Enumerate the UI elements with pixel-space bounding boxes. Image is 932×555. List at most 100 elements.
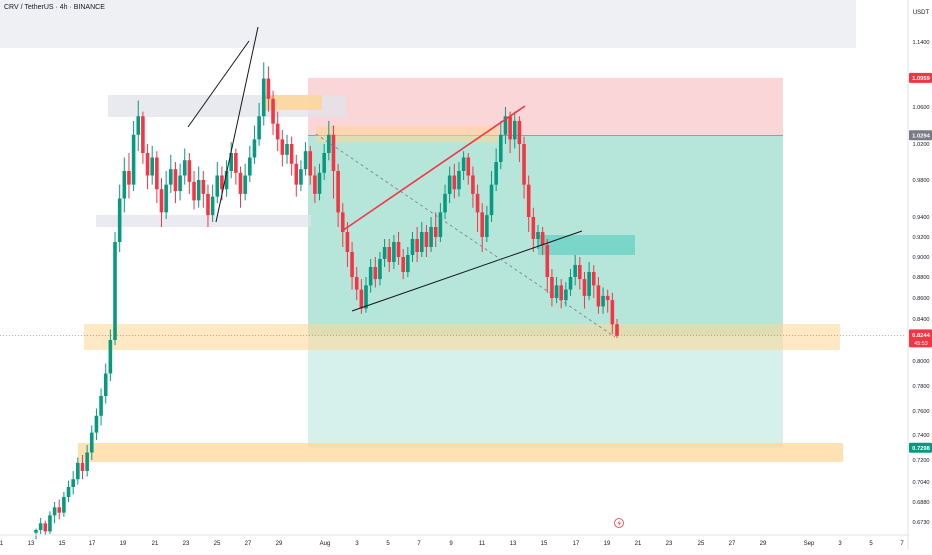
candle-body (336, 171, 340, 213)
candle-body (294, 163, 299, 185)
candle-body (359, 289, 364, 309)
candle-body (164, 184, 168, 213)
price-tick: 0.6730 (912, 520, 929, 526)
candle-body (452, 175, 457, 190)
price-tick: 0.7200 (912, 458, 929, 464)
candle-body (522, 144, 526, 185)
candle-body (238, 172, 243, 194)
price-tick: 0.6880 (912, 500, 929, 506)
price-tick: 0.7040 (912, 480, 929, 486)
trendlines-layer (0, 26, 905, 338)
candle-body (512, 120, 517, 140)
candle-body (610, 300, 615, 325)
time-tick: 15 (541, 541, 548, 547)
candle-body (57, 507, 62, 513)
time-tick: Sep (804, 541, 815, 547)
candle-body (447, 175, 452, 194)
candle-body (368, 267, 373, 286)
price-axis-bg (908, 0, 932, 550)
currency-label: USDT (913, 10, 930, 16)
candle-body (243, 175, 247, 194)
time-axis: 11 13 15 17 19 21 23 25 27 29 Aug 3 5 7 9 11 13 15 17 19 21 2… (0, 518, 908, 547)
time-tick: Aug (320, 541, 331, 547)
candle-body (257, 116, 261, 140)
time-tick: 7 (900, 541, 904, 547)
candle-body (196, 180, 201, 201)
candle-body (76, 462, 80, 480)
candle-body (122, 171, 127, 199)
price-tick: 0.8000 (912, 359, 929, 365)
price-tags-layer: 1.0959 1.0294 0.8244 45:53 0.7298 (909, 72, 932, 453)
candle-body (99, 396, 103, 416)
price-tick: 0.9000 (912, 255, 929, 261)
time-tick: 23 (183, 541, 190, 547)
candle-body (168, 169, 173, 185)
candle-body (536, 232, 540, 239)
candle-body (206, 193, 210, 216)
support-zone-1 (84, 324, 840, 350)
time-tick: 29 (760, 541, 767, 547)
candle-body (313, 175, 317, 194)
price-tick: 0.7400 (912, 433, 929, 439)
candle-body (299, 169, 303, 185)
candle-body (80, 462, 85, 471)
support-zone-2 (78, 443, 843, 462)
stop-loss-zone (308, 77, 783, 136)
time-tick: 5 (869, 541, 873, 547)
candle-body (401, 257, 405, 272)
zones-layer (0, 0, 856, 462)
price-tick: 0.9400 (912, 215, 929, 221)
candle-body (554, 285, 559, 298)
bolt-glyph (617, 520, 621, 527)
candle-body (582, 279, 587, 296)
candle-body (494, 162, 498, 185)
candle-body (615, 324, 619, 336)
candle-body (308, 151, 313, 176)
price-tick: 1.0200 (912, 142, 929, 148)
candle-body (89, 432, 94, 453)
candle-body (461, 157, 466, 171)
projection-dashed-line (315, 133, 616, 338)
candle-body (252, 139, 257, 158)
candle-body (48, 515, 52, 532)
resistance-zone-mid (316, 126, 499, 142)
time-tick: 27 (245, 541, 252, 547)
candle-body (248, 157, 252, 176)
candle-body (192, 181, 196, 201)
candle-body (591, 272, 596, 286)
candle-body (182, 160, 187, 176)
candle-body (573, 265, 577, 277)
candle-body (550, 277, 554, 298)
candle-body (34, 530, 38, 533)
candle-body (382, 247, 387, 259)
candle-body (62, 497, 66, 513)
price-tag-last: 0.8244 (912, 333, 931, 339)
candle-body (103, 373, 108, 396)
candle-body (71, 479, 75, 487)
candle-body (127, 171, 131, 185)
candle-body (364, 285, 368, 309)
price-tag-entry: 1.0294 (912, 134, 931, 140)
candle-body (429, 227, 433, 247)
candle-body (131, 134, 136, 185)
price-tag-last-bg (909, 329, 932, 348)
candle-body (187, 160, 192, 182)
candle-body (66, 487, 71, 497)
candles-layer (34, 62, 619, 540)
candle-body (52, 507, 57, 516)
candle-body (517, 120, 522, 144)
candle-body (85, 452, 89, 471)
time-tick: 3 (355, 541, 359, 547)
time-tick: 11 (479, 541, 486, 547)
price-tag-target: 0.7298 (912, 446, 931, 452)
candle-body (396, 242, 401, 257)
candle-body (331, 134, 336, 171)
time-tick: 27 (729, 541, 736, 547)
candle-body (266, 78, 271, 99)
candle-body (438, 212, 443, 237)
candle-body (201, 180, 206, 194)
event-bolt-icon[interactable] (614, 518, 624, 528)
time-tick: 17 (89, 541, 96, 547)
